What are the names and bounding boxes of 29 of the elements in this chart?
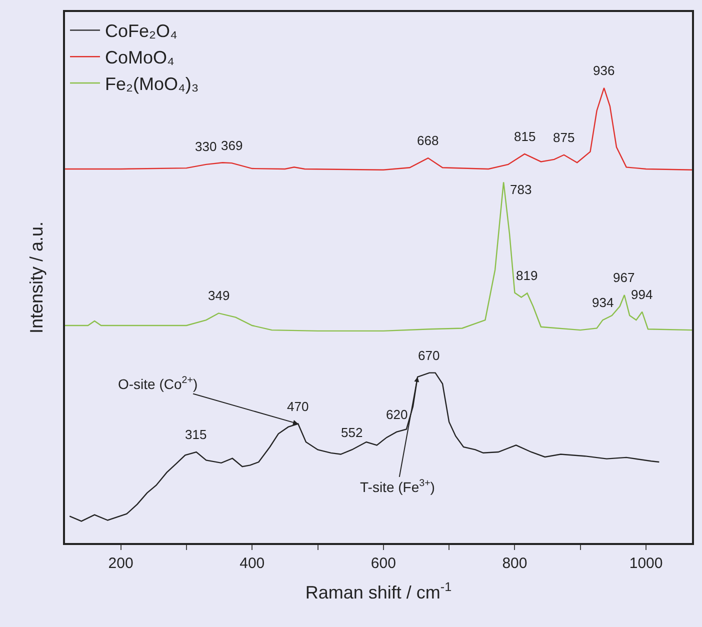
- annotation: 470: [287, 399, 309, 414]
- x-tick-label: 1000: [629, 555, 663, 572]
- legend-label: CoFe₂O₄: [105, 21, 178, 42]
- y-axis-title: Intensity / a.u.: [26, 221, 47, 334]
- annotation: 967: [613, 270, 635, 285]
- annotation: 815: [514, 129, 536, 144]
- annotation: 783: [510, 182, 532, 197]
- x-axis-title: Raman shift / cm$^{-1}$: [305, 580, 452, 603]
- annotation: 875: [553, 130, 575, 145]
- annotation: 552: [341, 425, 363, 440]
- annotation: 819: [516, 268, 538, 283]
- annotation: 349: [208, 288, 230, 303]
- x-tick-label: 400: [240, 555, 265, 572]
- annotation: 315: [185, 427, 207, 442]
- annotation: 330: [195, 139, 217, 154]
- legend-label: CoMoO₄: [105, 48, 174, 68]
- annotation: T-site (Fe$^{3+}$): [360, 478, 435, 495]
- legend-label: Fe₂(MoO₄)₃: [105, 74, 199, 94]
- annotation: 369: [221, 138, 243, 153]
- annotation: 934: [592, 295, 614, 310]
- x-tick-label: 800: [502, 555, 528, 572]
- x-tick-label: 200: [108, 555, 134, 572]
- annotation: 668: [417, 133, 439, 148]
- annotation: O-site (Co$^{2+}$): [118, 375, 198, 392]
- x-tick-label: 600: [370, 555, 396, 572]
- annotation: 620: [386, 407, 408, 422]
- annotation: 994: [631, 287, 653, 302]
- annotation: 670: [418, 348, 440, 363]
- annotation: 936: [593, 63, 615, 78]
